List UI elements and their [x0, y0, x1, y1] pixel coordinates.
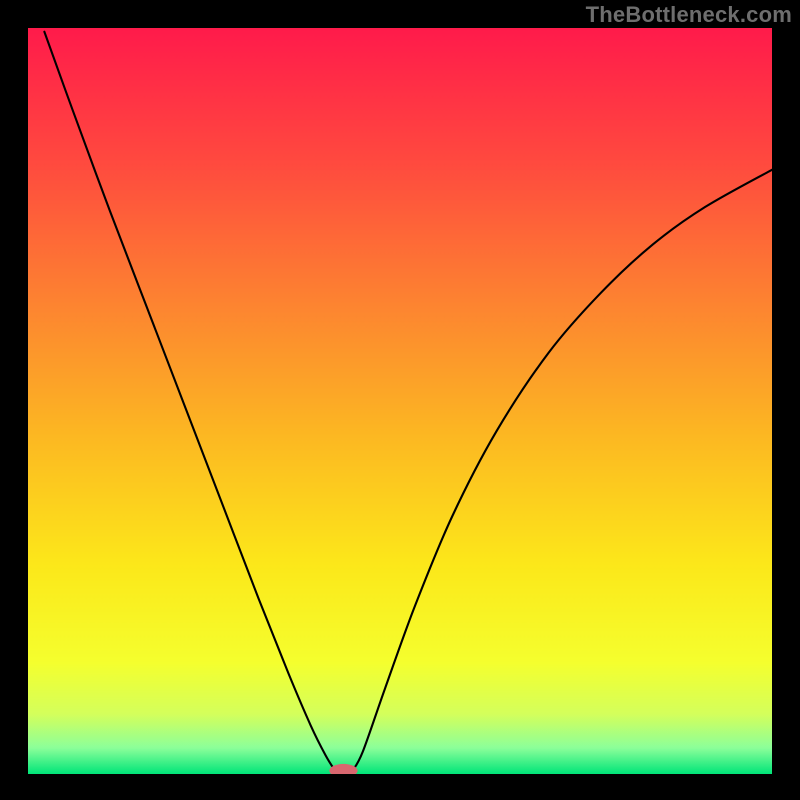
watermark-text: TheBottleneck.com: [586, 2, 792, 28]
plot-area: [28, 28, 772, 774]
curve-overlay: [28, 28, 772, 774]
chart-container: TheBottleneck.com: [0, 0, 800, 800]
curve-left: [44, 32, 335, 771]
minimum-marker: [329, 764, 357, 774]
curve-right: [352, 170, 772, 771]
